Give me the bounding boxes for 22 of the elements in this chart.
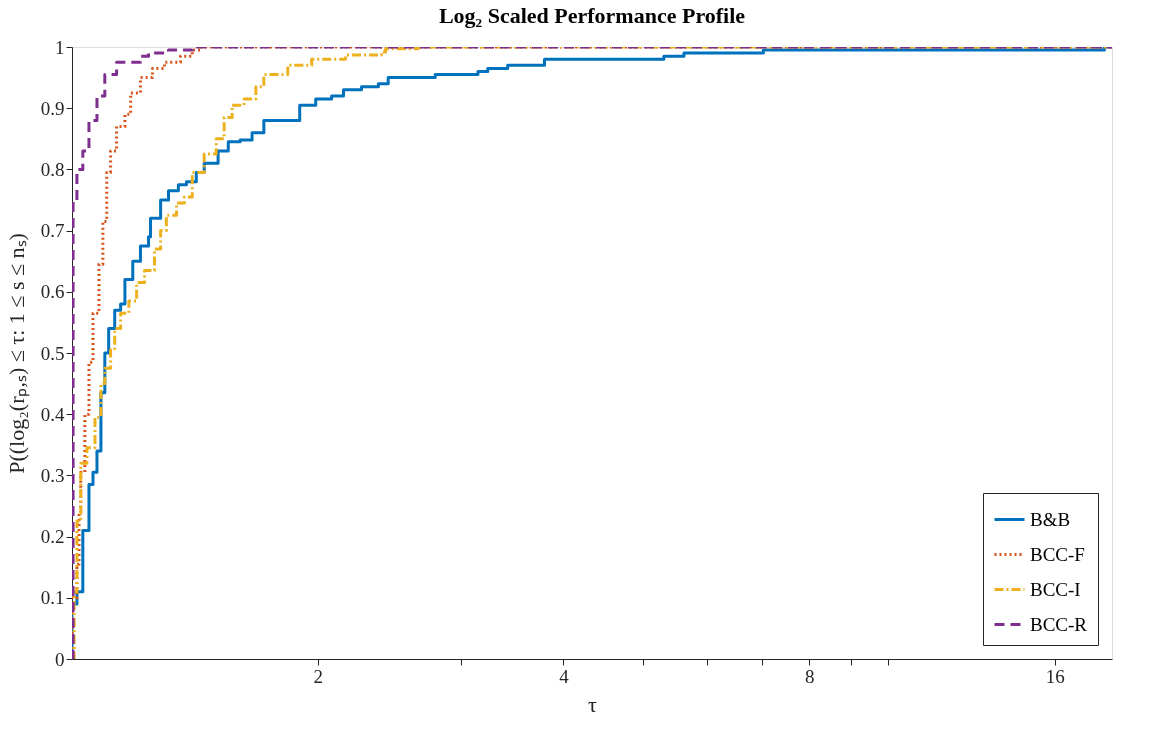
y-tick-label: 0.3 (40, 464, 65, 486)
x-axis-title: τ (588, 691, 598, 717)
y-tick-label: 0.5 (40, 342, 65, 364)
y-tick-label: 0.9 (40, 97, 65, 119)
y-tick-label: 0.7 (40, 220, 65, 242)
y-tick-label: 0.8 (40, 158, 65, 180)
legend-label: BCC-I (1030, 578, 1081, 600)
y-tick-label: 0.1 (40, 587, 65, 609)
y-tick-label: 0.2 (40, 526, 65, 548)
x-tick-label: 16 (1045, 665, 1065, 687)
legend-label: B&B (1030, 508, 1071, 530)
x-tick-label: 2 (313, 665, 323, 687)
legend-label: BCC-R (1030, 613, 1088, 635)
y-tick-label: 0 (55, 648, 65, 670)
x-tick-label: 4 (559, 665, 570, 687)
legend-label: BCC-F (1030, 543, 1085, 565)
y-tick-label: 0.4 (40, 403, 65, 425)
chart-title: Log₂ Scaled Performance Profile (438, 3, 746, 28)
x-tick-label: 8 (804, 665, 815, 687)
y-tick-label: 1 (55, 36, 65, 58)
y-tick-label: 0.6 (40, 281, 65, 303)
y-axis-title: P((log₂(rₚ,ₛ) ≤ τ: 1 ≤ s ≤ nₛ) (3, 233, 30, 474)
